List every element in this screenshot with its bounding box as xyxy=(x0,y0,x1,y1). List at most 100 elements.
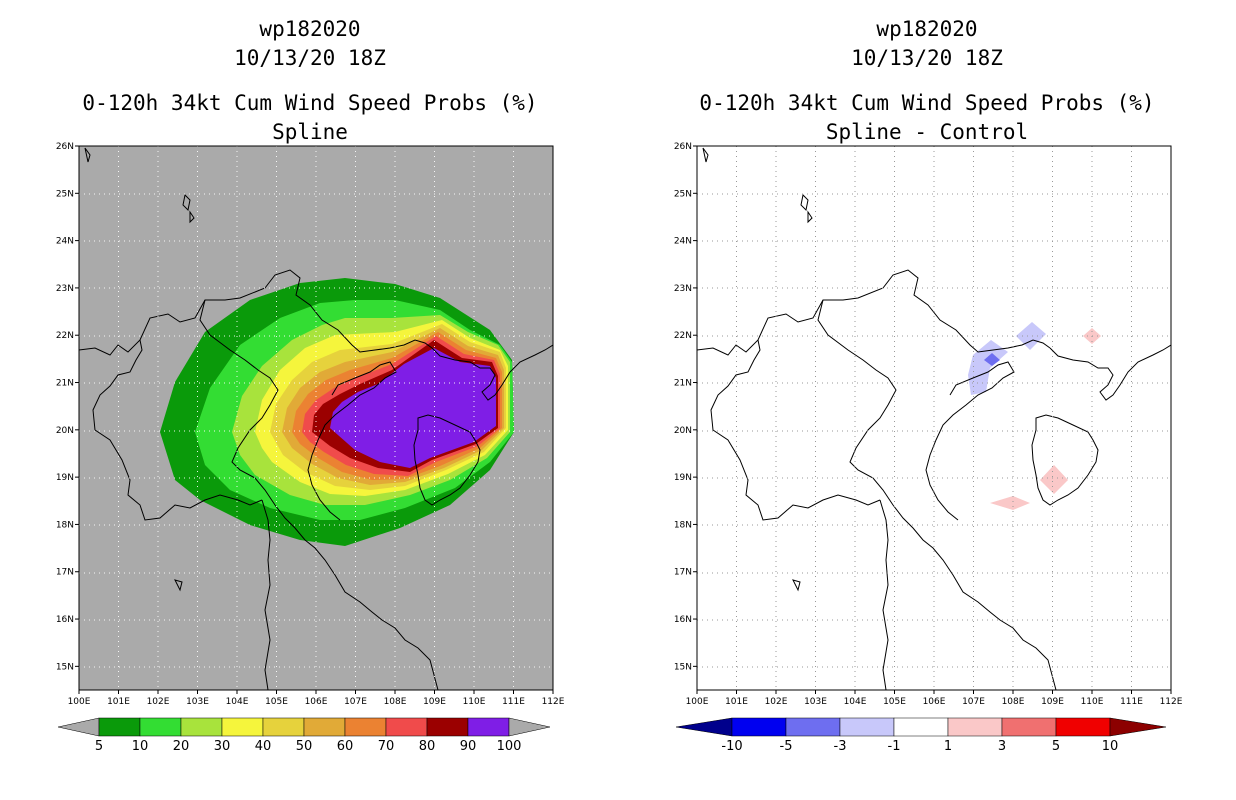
y-tick-label: 17N xyxy=(674,568,692,578)
x-tick-label: 106E xyxy=(923,697,946,707)
x-tick-label: 108E xyxy=(384,697,407,707)
diff-negative-patch-2 xyxy=(984,353,1000,366)
left-probability-map: 15N 16N 17N 18N 19N 20N 21N 22N 23N 24N 25N 26N 100… xyxy=(56,142,565,707)
x-tick-label: 105E xyxy=(265,697,288,707)
colorbar-label: 70 xyxy=(378,739,395,754)
colorbar-segment xyxy=(785,717,841,737)
left-panel-title: wp182020 10/13/20 18Z 0-120h 34kt Cum Wi… xyxy=(10,15,610,147)
colorbar-segment xyxy=(947,717,1003,737)
x-tick-label: 111E xyxy=(1120,697,1143,707)
y-tick-label: 23N xyxy=(56,284,74,294)
right-title-product: 0-120h 34kt Cum Wind Speed Probs (%) xyxy=(699,91,1155,115)
y-tick-label: 21N xyxy=(56,379,74,389)
right-map-background xyxy=(697,146,1171,690)
colorbar-label: 50 xyxy=(296,739,313,754)
x-tick-label: 100E xyxy=(686,697,709,707)
y-tick-label: 17N xyxy=(56,568,74,578)
colorbar-label: 90 xyxy=(460,739,477,754)
y-tick-label: 16N xyxy=(674,615,692,625)
colorbar-label: -10 xyxy=(721,739,742,754)
left-probability-contours xyxy=(160,278,514,546)
x-tick-label: 101E xyxy=(725,697,748,707)
x-tick-label: 108E xyxy=(1002,697,1025,707)
y-tick-label: 26N xyxy=(674,142,692,152)
y-tick-label: 18N xyxy=(56,520,74,530)
y-tick-label: 23N xyxy=(674,284,692,294)
diff-negative-patch-3 xyxy=(1016,322,1046,350)
colorbar-segment xyxy=(839,717,895,737)
colorbar-segment xyxy=(98,717,141,737)
y-tick-label: 16N xyxy=(56,615,74,625)
left-x-axis: 100E 101E 102E 103E 104E 105E 106E 107E 108E 109E… xyxy=(68,690,565,707)
x-tick-label: 102E xyxy=(765,697,788,707)
left-title-method: Spline xyxy=(272,120,348,144)
right-title-storm: wp182020 xyxy=(876,17,978,41)
y-tick-label: 19N xyxy=(674,473,692,483)
colorbar-high-arrow xyxy=(1109,717,1167,737)
colorbar-segment xyxy=(426,717,469,737)
x-tick-label: 107E xyxy=(344,697,367,707)
y-tick-label: 15N xyxy=(56,662,74,672)
x-tick-label: 104E xyxy=(226,697,249,707)
colorbar-label: 10 xyxy=(132,739,149,754)
left-colorbar: 5 10 20 30 40 50 60 70 80 90 100 xyxy=(57,717,551,754)
x-tick-label: 107E xyxy=(962,697,985,707)
colorbar-segment xyxy=(262,717,305,737)
y-tick-label: 21N xyxy=(674,379,692,389)
diff-negative-patch-1 xyxy=(968,340,1008,395)
right-title-date: 10/13/20 18Z xyxy=(851,46,1003,70)
right-difference-patches xyxy=(968,322,1101,510)
contour-90 xyxy=(330,348,496,468)
right-colorbar: -10 -5 -3 -1 1 3 5 10 xyxy=(675,717,1167,754)
colorbar-low-arrow xyxy=(675,717,733,737)
right-gridlines xyxy=(697,146,1171,690)
x-tick-label: 105E xyxy=(883,697,906,707)
colorbar-label: 20 xyxy=(173,739,190,754)
y-tick-label: 22N xyxy=(674,331,692,341)
x-tick-label: 109E xyxy=(1041,697,1064,707)
colorbar-label: 10 xyxy=(1102,739,1119,754)
x-tick-label: 102E xyxy=(147,697,170,707)
x-tick-label: 103E xyxy=(804,697,827,707)
right-difference-map: 15N 16N 17N 18N 19N 20N 21N 22N 23N 24N 25N 26N 100… xyxy=(674,142,1183,707)
colorbar-label: 5 xyxy=(95,739,103,754)
colorbar-segment xyxy=(467,717,510,737)
colorbar-segment xyxy=(1055,717,1111,737)
colorbar-label: 3 xyxy=(998,739,1006,754)
left-title-storm: wp182020 xyxy=(259,17,361,41)
right-y-axis: 15N 16N 17N 18N 19N 20N 21N 22N 23N 24N 25N 26N xyxy=(674,142,697,672)
left-title-date: 10/13/20 18Z xyxy=(234,46,386,70)
x-tick-label: 110E xyxy=(1081,697,1104,707)
x-tick-label: 112E xyxy=(1160,697,1183,707)
colorbar-segment xyxy=(180,717,223,737)
y-tick-label: 25N xyxy=(56,189,74,199)
colorbar-segment xyxy=(221,717,264,737)
colorbar-label: 60 xyxy=(337,739,354,754)
right-x-axis: 100E 101E 102E 103E 104E 105E 106E 107E 108E 109E… xyxy=(686,690,1183,707)
colorbar-segment xyxy=(344,717,387,737)
colorbar-segment xyxy=(731,717,787,737)
right-title-method: Spline - Control xyxy=(825,120,1029,144)
colorbar-label: 80 xyxy=(419,739,436,754)
left-title-product: 0-120h 34kt Cum Wind Speed Probs (%) xyxy=(82,91,538,115)
x-tick-label: 103E xyxy=(186,697,209,707)
colorbar-label: -3 xyxy=(834,739,847,754)
diff-positive-patch-2 xyxy=(990,496,1030,510)
left-coastlines xyxy=(79,147,553,690)
left-y-axis: 15N 16N 17N 18N 19N 20N 21N 22N 23N 24N 25N 26N xyxy=(56,142,79,672)
colorbar-label: 100 xyxy=(497,739,522,754)
x-tick-label: 111E xyxy=(502,697,525,707)
right-coastlines xyxy=(697,147,1171,690)
colorbar-segment xyxy=(385,717,428,737)
colorbar-label: -5 xyxy=(780,739,793,754)
y-tick-label: 24N xyxy=(674,237,692,247)
y-tick-label: 19N xyxy=(56,473,74,483)
colorbar-low-arrow xyxy=(57,717,100,737)
colorbar-segment xyxy=(1001,717,1057,737)
colorbar-label: 30 xyxy=(214,739,231,754)
colorbar-label: 5 xyxy=(1052,739,1060,754)
x-tick-label: 100E xyxy=(68,697,91,707)
right-panel-title: wp182020 10/13/20 18Z 0-120h 34kt Cum Wi… xyxy=(627,15,1227,147)
x-tick-label: 109E xyxy=(423,697,446,707)
colorbar-segment xyxy=(303,717,346,737)
